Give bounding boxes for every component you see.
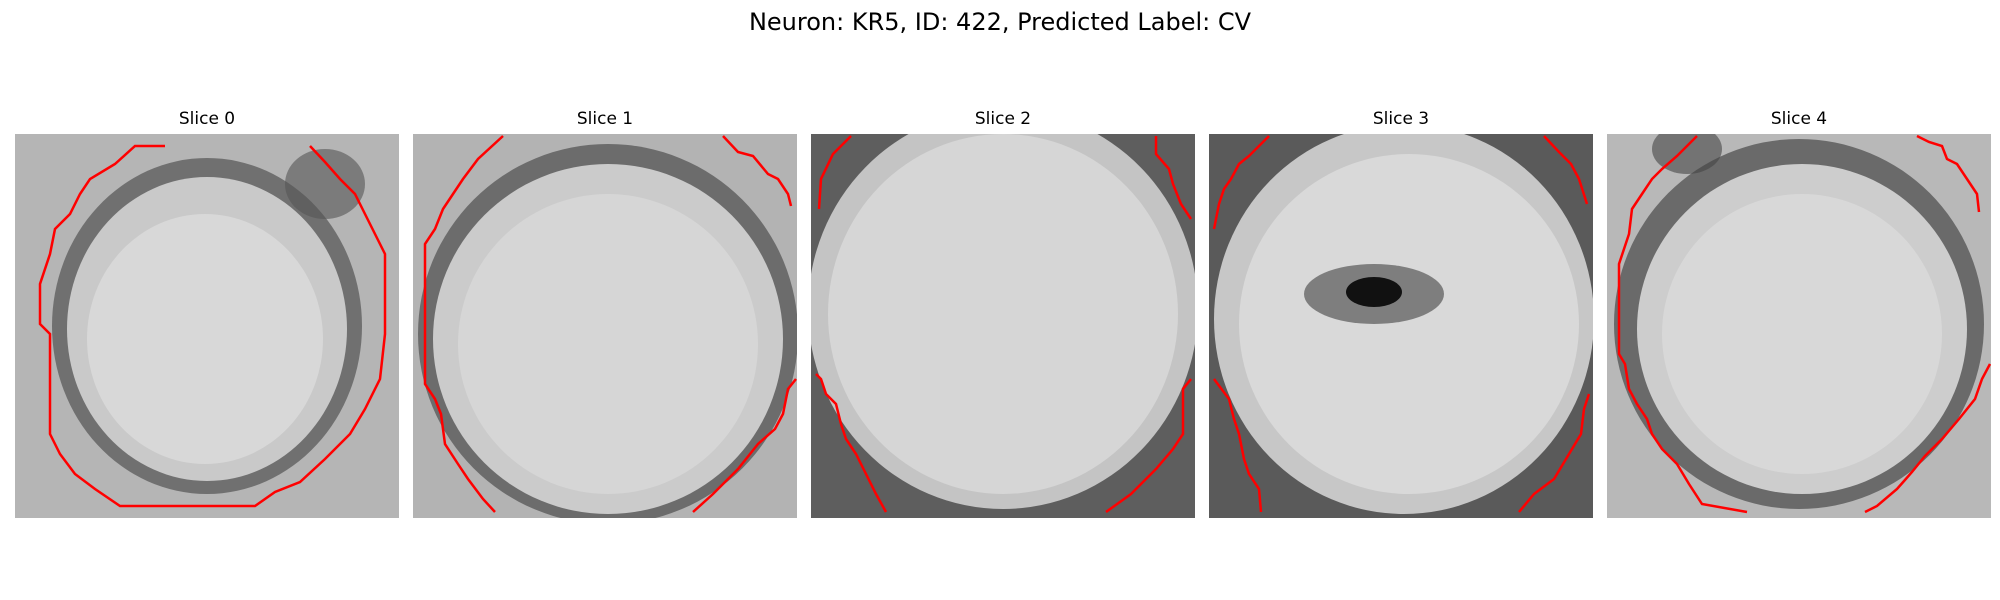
slice-title-0: Slice 0 [178,109,236,129]
contour-2-top-left [817,135,852,210]
slice-panel-3: Slice 3 [1209,108,1593,518]
slice-panel-0: Slice 0 [15,108,399,518]
contour-1-bottom-right [692,378,797,513]
slice-title-1: Slice 1 [576,109,634,129]
figure-title: Neuron: KR5, ID: 422, Predicted Label: C… [748,8,1252,36]
slice-panel-1: Slice 1 [413,108,797,518]
slice-panel-2: Slice 2 [811,108,1195,518]
contour-4-bottom-right [1864,363,1991,514]
contour-3-top-right [1543,135,1589,205]
slice-image-1 [413,134,797,518]
contour-3-bottom-left [1213,378,1263,513]
slice-title-3: Slice 3 [1372,109,1430,129]
contour-2-top-right [1154,136,1193,220]
slice-image-4 [1607,134,1991,518]
slice-title-4: Slice 4 [1770,109,1828,129]
contour-3-bottom-right [1518,393,1591,513]
contour-1-top-right [722,135,793,207]
contour-1-left [423,135,504,513]
contour-2-bottom-left [815,373,888,513]
slice-image-0 [15,134,399,518]
slice-title-2: Slice 2 [974,109,1032,129]
contour-4-left [1617,135,1748,514]
slice-panel-4: Slice 4 [1607,108,1991,518]
contour-2-bottom-right [1105,378,1192,514]
slice-image-2 [811,134,1195,518]
contour-0-main [38,144,387,508]
slice-image-3 [1209,134,1593,518]
contour-4-top-right [1916,134,1981,213]
contour-3-top-left [1212,135,1270,230]
